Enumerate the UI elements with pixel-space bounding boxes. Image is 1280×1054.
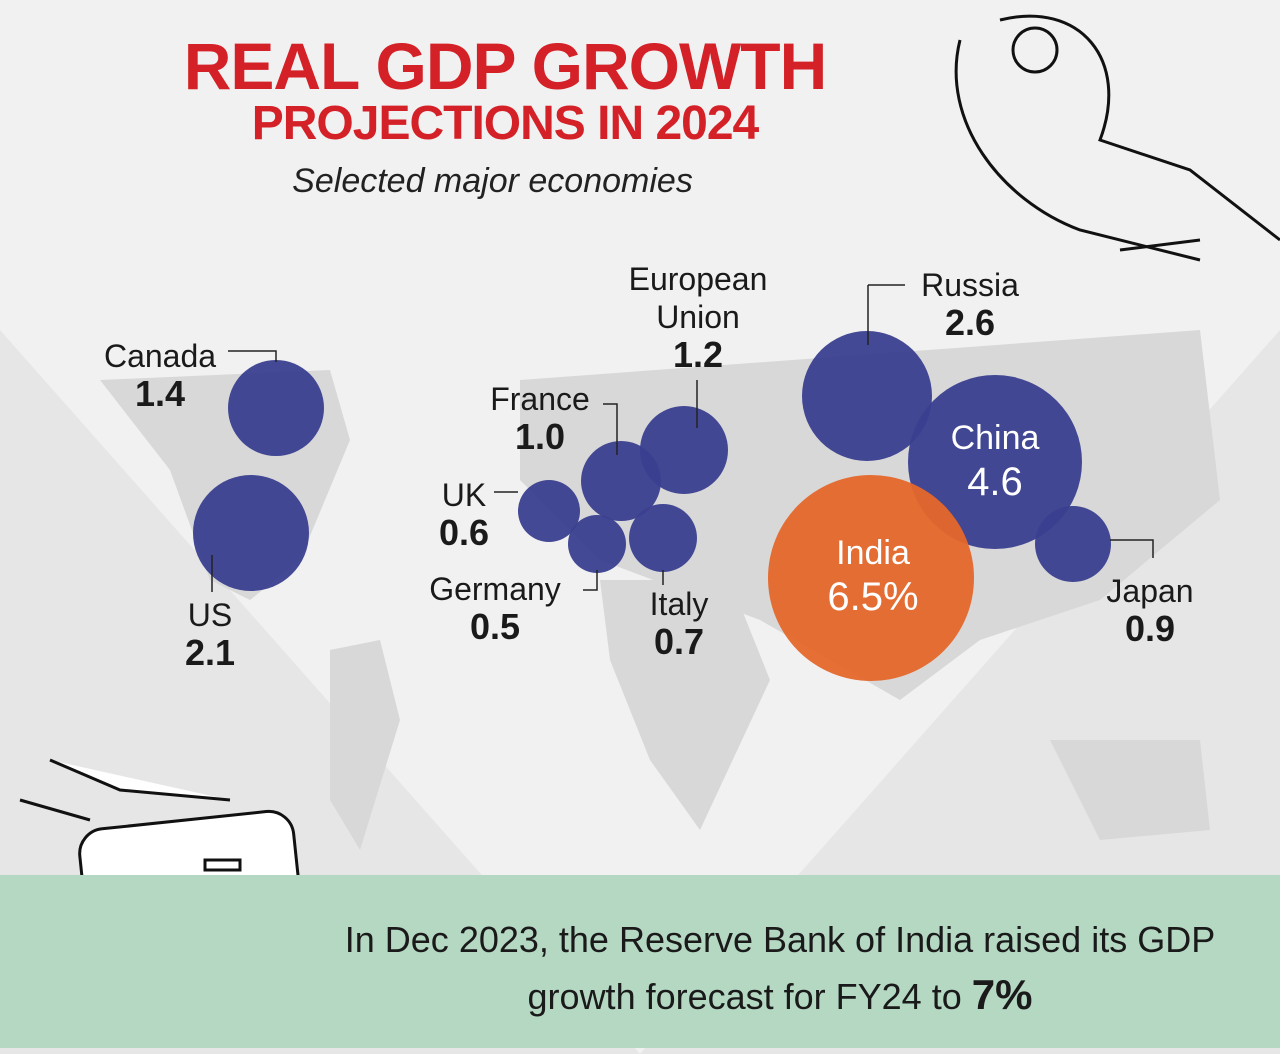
- bubble-russia: [802, 331, 932, 461]
- title-line2: PROJECTIONS IN 2024: [251, 97, 760, 150]
- label-france: France 1.0: [490, 381, 590, 457]
- label-uk: UK 0.6: [438, 477, 490, 553]
- bubble-france: [581, 441, 661, 521]
- hand-gear-illustration: [954, 14, 1280, 262]
- bubble-italy: [629, 504, 697, 572]
- footer-note: In Dec 2023, the Reserve Bank of India r…: [344, 919, 1216, 1018]
- label-us: US 2.1: [184, 597, 236, 673]
- bubble-india: [768, 475, 974, 681]
- bubble-china: [908, 375, 1082, 549]
- label-canada: Canada 1.4: [103, 338, 217, 414]
- label-eu: European Union 1.2: [628, 261, 768, 375]
- bubble-european-union: [640, 406, 728, 494]
- footer-band: [0, 875, 1280, 1048]
- label-russia: Russia 2.6: [921, 267, 1019, 343]
- subtitle: Selected major economies: [292, 162, 693, 200]
- bubble-us: [193, 475, 309, 591]
- label-china: China 4.6: [950, 419, 1040, 504]
- leader-lines: [211, 284, 1154, 592]
- title-line1: REAL GDP GROWTH: [183, 29, 828, 103]
- bubble-canada: [228, 360, 324, 456]
- label-germany: Germany 0.5: [429, 571, 561, 647]
- label-india: India 6.5%: [827, 534, 919, 619]
- bubble-uk: [518, 480, 580, 542]
- bubble-germany: [568, 515, 626, 573]
- label-japan: Japan 0.9: [1106, 573, 1194, 649]
- label-italy: Italy 0.7: [649, 586, 709, 662]
- bubble-japan: [1035, 506, 1111, 582]
